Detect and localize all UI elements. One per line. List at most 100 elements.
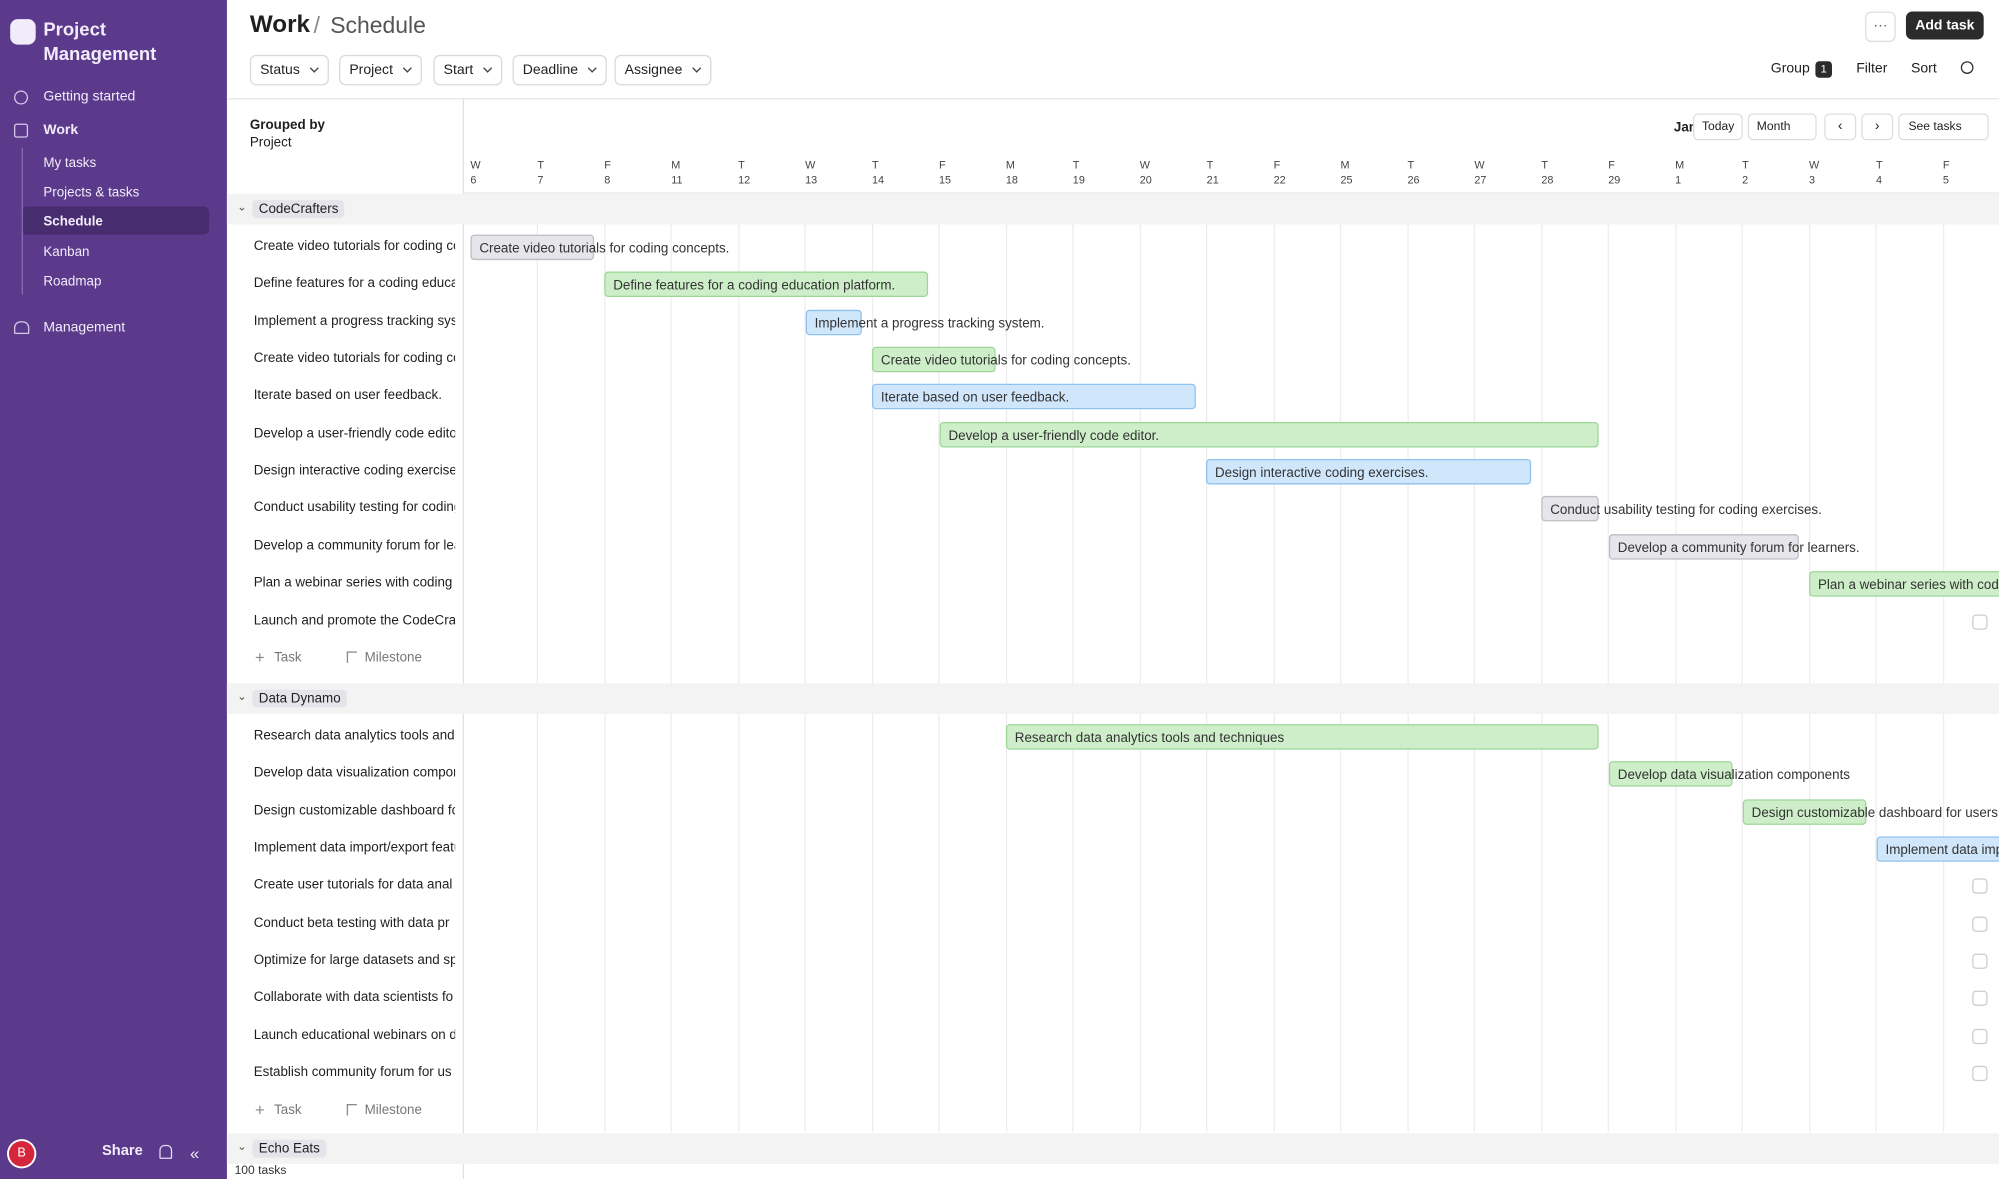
add-task[interactable]: Task <box>274 1102 302 1118</box>
grid-line <box>1339 193 1342 1133</box>
breadcrumb-separator: / <box>313 12 321 39</box>
breadcrumb-section[interactable]: Work <box>249 11 311 39</box>
expand-chevron[interactable] <box>1972 1028 1988 1044</box>
task-bar[interactable]: Design interactive coding exercises. <box>1206 459 1532 485</box>
task-row-title[interactable]: Design customizable dashboard for users <box>253 802 455 819</box>
group-name[interactable]: Data Dynamo <box>252 689 348 708</box>
expand-chevron[interactable] <box>1972 1065 1988 1082</box>
task-row-title[interactable]: Collaborate with data scientists fo <box>253 989 454 1006</box>
group-name[interactable]: Echo Eats <box>252 1139 327 1158</box>
filter-select[interactable]: Assignee <box>614 54 712 86</box>
day-date: 22 <box>1273 173 1286 187</box>
task-row-title[interactable]: Launch and promote the CodeCra <box>253 612 456 628</box>
task-row-title[interactable]: Implement a progress tracking system. <box>253 313 455 329</box>
day-date: 3 <box>1809 173 1816 187</box>
add-milestone[interactable]: Milestone <box>364 1102 422 1118</box>
task-bar[interactable]: Implement data import/export features <box>1876 836 1999 862</box>
task-bar[interactable]: Create video tutorials for coding concep… <box>470 234 729 261</box>
day-date: 15 <box>938 173 952 187</box>
nav-active <box>21 207 210 236</box>
day-weekday: W <box>470 158 481 171</box>
task-bar[interactable]: Develop a community forum for learners. <box>1608 533 1860 560</box>
task-bar[interactable]: Plan a webinar series with coding <box>1809 571 1999 597</box>
task-row-title[interactable]: Plan a webinar series with coding <box>253 575 453 591</box>
task-row-title[interactable]: Design interactive coding exercises. <box>253 462 456 479</box>
more-button[interactable]: ··· <box>1865 11 1896 43</box>
filter-button[interactable]: Filter <box>1856 61 1888 77</box>
expand-chevron[interactable] <box>1972 878 1988 895</box>
task-bar[interactable]: Create video tutorials for coding concep… <box>872 346 1131 373</box>
filter-select[interactable]: Status <box>249 54 330 86</box>
task-bar[interactable]: Design customizable dashboard for users <box>1742 798 1998 825</box>
day-date: 6 <box>470 173 477 187</box>
task-row-title[interactable]: Conduct usability testing for coding exe… <box>253 500 455 516</box>
add-milestone[interactable]: Milestone <box>364 649 422 666</box>
add-task-button[interactable]: Add task <box>1905 11 1984 40</box>
subnav-item[interactable]: Projects & tasks <box>43 185 140 201</box>
group-toggle[interactable]: ⌄ <box>237 689 247 703</box>
task-row-title[interactable]: Create user tutorials for data anal <box>253 877 453 893</box>
task-row-title[interactable]: Create video tutorials for coding concep… <box>253 350 455 366</box>
divider <box>226 98 1999 100</box>
subnav-item[interactable]: Roadmap <box>43 273 102 290</box>
breadcrumb-page: Schedule <box>330 12 426 39</box>
task-bar[interactable]: Iterate based on user feedback. <box>872 384 1196 410</box>
see-tasks-button[interactable]: See tasks <box>1898 113 1989 141</box>
filter-select[interactable]: Deadline <box>512 54 608 86</box>
group-button[interactable]: Group <box>1770 61 1810 77</box>
share-button[interactable]: Share <box>101 1143 143 1159</box>
task-row-title[interactable]: Research data analytics tools and techni… <box>253 727 455 744</box>
sort-button[interactable]: Sort <box>1911 61 1937 77</box>
nav-item[interactable]: Work <box>43 122 79 138</box>
task-bar[interactable]: Research data analytics tools and techni… <box>1005 724 1599 750</box>
search-icon[interactable] <box>1960 61 1974 74</box>
group-toggle[interactable]: ⌄ <box>237 200 247 213</box>
task-bar[interactable]: Conduct usability testing for coding exe… <box>1541 496 1822 522</box>
grid-line <box>871 193 873 1133</box>
subnav-item[interactable]: Schedule <box>43 214 103 230</box>
task-bar[interactable]: Develop data visualization components <box>1608 761 1850 788</box>
add-task-icon: + <box>254 647 265 667</box>
filter-select[interactable]: Start <box>433 54 503 86</box>
day-weekday: W <box>1809 158 1820 171</box>
task-row-title[interactable]: Conduct beta testing with data pr <box>253 915 450 931</box>
task-bar[interactable]: Develop a user-friendly code editor. <box>939 421 1599 448</box>
notifications-icon[interactable] <box>159 1144 173 1159</box>
expand-chevron[interactable] <box>1972 953 1988 970</box>
task-row-title[interactable]: Launch educational webinars on d <box>253 1027 456 1043</box>
task-row-title[interactable]: Implement data import/export features <box>253 840 455 856</box>
add-task[interactable]: Task <box>274 649 302 666</box>
group-name[interactable]: CodeCrafters <box>252 200 345 219</box>
task-row-title[interactable]: Iterate based on user feedback. <box>253 388 442 404</box>
today-button[interactable]: Today <box>1693 113 1744 141</box>
nav-item[interactable]: Getting started <box>43 89 136 105</box>
task-row-title[interactable]: Develop data visualization components <box>253 765 455 781</box>
prev-button[interactable]: ‹ <box>1824 113 1857 141</box>
day-date: 20 <box>1139 173 1152 187</box>
subnav-item[interactable]: My tasks <box>43 155 97 171</box>
workspace-name[interactable]: Project Management <box>43 20 157 66</box>
next-button[interactable]: › <box>1861 113 1894 141</box>
task-row-title[interactable]: Create video tutorials for coding concep… <box>253 238 455 254</box>
grid-line <box>1206 193 1208 1133</box>
group-toggle[interactable]: ⌄ <box>237 1139 247 1153</box>
expand-chevron[interactable] <box>1972 991 1988 1007</box>
grid-line <box>1406 193 1409 1133</box>
day-weekday: W <box>805 158 816 171</box>
expand-chevron[interactable] <box>1972 916 1988 932</box>
task-row-title[interactable]: Develop a community forum for learners. <box>253 537 455 554</box>
day-date: 12 <box>738 173 751 187</box>
task-row-title[interactable]: Optimize for large datasets and sp <box>253 952 456 968</box>
user-avatar[interactable]: B <box>8 1141 35 1167</box>
task-row-title[interactable]: Develop a user-friendly code editor. <box>253 425 456 441</box>
filter-select[interactable]: Project <box>339 54 423 86</box>
subnav-item[interactable]: Kanban <box>43 244 90 260</box>
task-row-title[interactable]: Establish community forum for us <box>253 1064 452 1080</box>
collapse-icon[interactable]: « <box>189 1143 200 1163</box>
nav-item[interactable]: Management <box>43 319 126 336</box>
expand-chevron[interactable] <box>1972 613 1988 630</box>
task-row-title[interactable]: Define features for a coding education p… <box>253 275 455 292</box>
scale-select[interactable]: Month <box>1747 113 1818 141</box>
task-bar[interactable]: Define features for a coding education p… <box>604 271 929 298</box>
task-bar[interactable]: Implement a progress tracking system. <box>805 309 1045 335</box>
